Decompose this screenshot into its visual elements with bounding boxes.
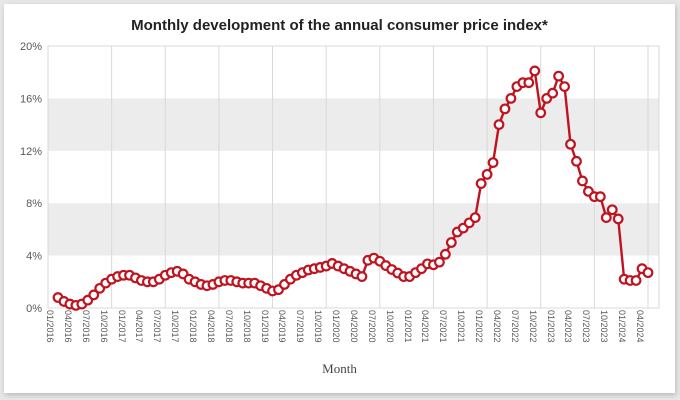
svg-text:20%: 20% [20,42,42,53]
svg-text:12%: 12% [20,146,42,158]
svg-text:16%: 16% [20,93,42,105]
svg-text:4%: 4% [26,251,42,263]
svg-text:8%: 8% [26,198,42,210]
